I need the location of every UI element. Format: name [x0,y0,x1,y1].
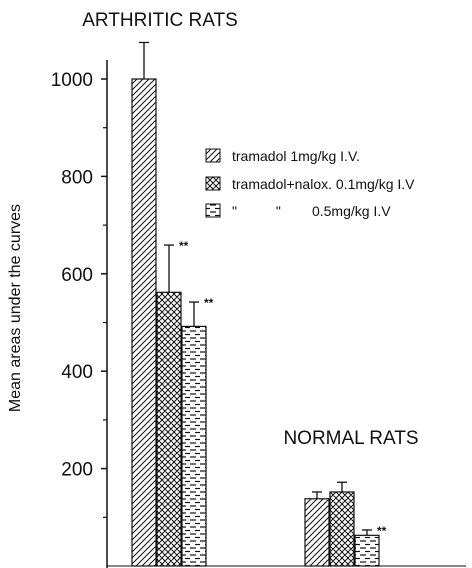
legend-swatch-1 [205,148,221,163]
y-tick-label: 400 [61,362,93,383]
legend-label-3: " " 0.5mg/kg I.V [232,203,391,219]
significance-label: ** [204,296,214,310]
legend-swatch-2 [205,176,221,191]
significance-label: ** [377,524,387,538]
y-tick-label: 800 [61,167,93,188]
bar [131,78,157,567]
legend: tramadol 1mg/kg I.V. tramadol+nalox. 0.1… [205,148,415,219]
bar [354,534,380,567]
group-title-2: NORMAL RATS [283,428,418,449]
legend-swatch-3 [205,203,221,218]
bar [156,291,182,567]
legend-label-2: tramadol+nalox. 0.1mg/kg I.V [232,176,415,192]
bar [329,491,355,567]
bar [181,325,207,567]
y-tick-label: 200 [61,460,93,481]
y-ticks: 200 400 600 800 1000 [51,70,107,518]
group-title-1: ARTHRITIC RATS [82,10,238,31]
significance-label: ** [179,239,189,253]
bars: ** ** ** [131,41,387,567]
y-tick-label: 600 [61,265,93,286]
y-axis-label: Mean areas under the curves [7,204,24,412]
bar [304,498,330,567]
y-tick-label: 1000 [51,70,93,91]
legend-label-1: tramadol 1mg/kg I.V. [232,148,360,164]
